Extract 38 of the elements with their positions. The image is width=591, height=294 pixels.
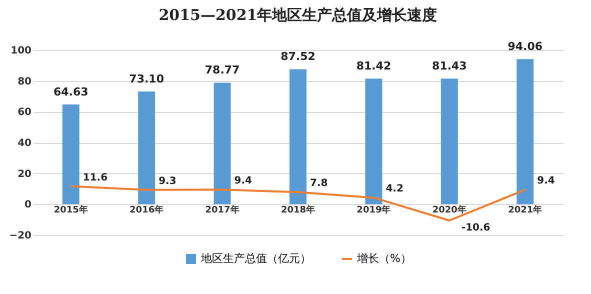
data-label: 9.3 bbox=[158, 176, 176, 187]
x-tick-label: 2015年 bbox=[54, 204, 88, 216]
bar bbox=[138, 91, 156, 204]
bar bbox=[290, 69, 306, 204]
chart-title: 2015—2021年地区生产总值及增长速度 bbox=[158, 6, 438, 24]
x-tick-label: 2019年 bbox=[356, 204, 391, 216]
x-tick-label: 2021年 bbox=[508, 204, 542, 216]
data-label: 4.2 bbox=[386, 184, 404, 195]
x-tick-label: 2018年 bbox=[280, 204, 316, 216]
data-label: 81.42 bbox=[356, 60, 392, 73]
y-tick-label: 20 bbox=[18, 168, 32, 180]
y-tick-label: 0 bbox=[24, 200, 32, 211]
data-label: 9.4 bbox=[537, 176, 555, 187]
data-label: 94.06 bbox=[508, 40, 543, 54]
bar bbox=[62, 104, 80, 204]
data-label: 81.43 bbox=[432, 60, 467, 73]
bar bbox=[440, 78, 458, 204]
bar bbox=[516, 59, 534, 204]
data-label: 87.52 bbox=[280, 50, 316, 64]
bar bbox=[365, 78, 382, 204]
data-label: 78.77 bbox=[204, 64, 240, 77]
x-tick-label: 2020年 bbox=[432, 204, 466, 216]
legend-label: 地区生产总值（亿元） bbox=[200, 252, 311, 265]
data-label: 64.63 bbox=[53, 86, 88, 99]
legend-label: 增长（%） bbox=[356, 252, 412, 265]
x-tick-label: 2017年 bbox=[205, 204, 240, 216]
y-tick-label: 60 bbox=[18, 107, 32, 118]
bar bbox=[214, 82, 231, 204]
y-tick-label: −20 bbox=[9, 230, 32, 242]
x-tick-label: 2016年 bbox=[130, 204, 164, 216]
y-tick-label: 40 bbox=[18, 138, 32, 149]
data-label: -10.6 bbox=[461, 222, 490, 234]
data-label: 73.10 bbox=[129, 72, 164, 86]
data-label: 9.4 bbox=[234, 176, 252, 187]
y-tick-label: 80 bbox=[18, 76, 32, 88]
data-label: 7.8 bbox=[310, 178, 328, 190]
y-tick-label: 100 bbox=[10, 46, 32, 56]
data-label: 11.6 bbox=[82, 172, 108, 184]
